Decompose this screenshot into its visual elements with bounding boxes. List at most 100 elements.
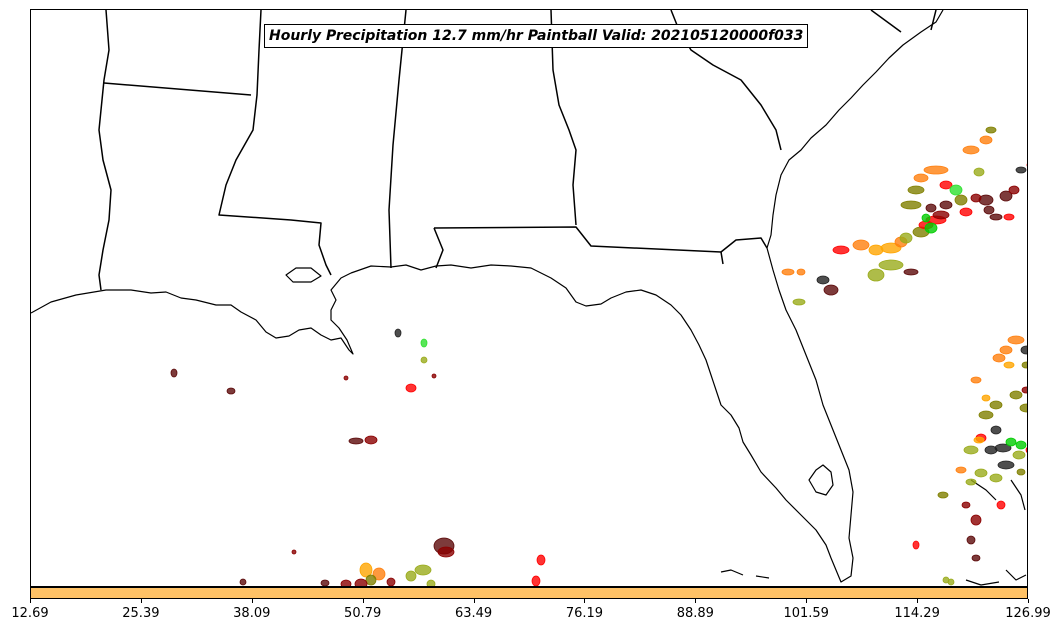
precip-blob (386, 577, 396, 586)
precip-blob (372, 567, 386, 581)
precip-blob (996, 500, 1006, 510)
precip-blob (1020, 345, 1027, 355)
precip-blob (921, 213, 931, 223)
precip-blob (1021, 361, 1027, 369)
colorbar-tick-label: 126.99 (1005, 606, 1051, 621)
lake-pontchartrain (285, 267, 322, 283)
precip-blob (899, 232, 913, 244)
colorbar-tick-label: 12.69 (11, 606, 49, 621)
precip-blob (959, 207, 973, 217)
precip-blob (912, 540, 920, 550)
state-borders (98, 10, 937, 291)
precip-blob (913, 173, 929, 183)
precip-blob (999, 190, 1013, 202)
colorbar-tick-mark (1028, 599, 1029, 603)
map-panel: Hourly Precipitation 12.7 mm/hr Paintbal… (30, 9, 1028, 587)
colorbar-tick-label: 101.59 (783, 606, 829, 621)
precip-blob (989, 473, 1003, 483)
precip-blob (1009, 390, 1023, 400)
precip-blob (348, 437, 364, 445)
precip-blob (1003, 361, 1015, 369)
precip-blob (979, 135, 993, 145)
precip-blob (939, 180, 953, 190)
colorbar-tick-mark (695, 599, 697, 603)
precip-blob (985, 126, 997, 134)
precip-blob (405, 570, 417, 582)
precip-blob (880, 242, 902, 254)
precip-blob (1021, 386, 1027, 394)
precip-blob (994, 443, 1012, 453)
precip-blob (420, 356, 428, 364)
precip-blob (923, 165, 949, 175)
map-title: Hourly Precipitation 12.7 mm/hr Paintbal… (264, 24, 809, 48)
precip-blob (949, 184, 963, 196)
precip-blob (989, 213, 1003, 221)
precip-blob (954, 194, 968, 206)
precip-blob (823, 284, 839, 296)
precip-blob (970, 376, 982, 384)
precip-blob (937, 491, 949, 499)
colorbar-tick-label: 38.09 (233, 606, 271, 621)
precip-blob (989, 400, 1003, 410)
precip-blob (978, 410, 994, 420)
precip-blob (997, 460, 1015, 470)
precip-blob (1015, 440, 1027, 450)
precip-blob (983, 205, 995, 215)
georgia-florida-border (720, 237, 768, 253)
precip-blob (900, 200, 922, 210)
colorbar-tick-label: 50.79 (344, 606, 382, 621)
precip-blob (420, 338, 428, 348)
atlantic-coastline (766, 10, 944, 249)
precip-blob (536, 554, 546, 566)
precip-blob (1025, 447, 1027, 453)
precip-blob (291, 549, 297, 555)
precip-blob (426, 579, 436, 586)
arkansas-louisiana-border (103, 82, 252, 96)
colorbar-tick-label: 63.49 (454, 606, 493, 621)
colorbar-tick-mark (584, 599, 586, 603)
precip-blob (340, 579, 352, 586)
precip-blob (981, 394, 991, 402)
precipitation-paintballs (170, 126, 1027, 586)
colorbar (30, 587, 1028, 599)
colorbar-tick-label: 25.39 (122, 606, 160, 621)
precip-blob (1005, 437, 1017, 447)
precip-blob (354, 578, 368, 586)
precip-blob (1015, 166, 1027, 174)
precip-blob (939, 200, 953, 210)
precip-blob (961, 501, 971, 509)
alabama-georgia-border (550, 10, 577, 226)
precip-blob (364, 435, 378, 445)
precip-blob (365, 574, 377, 586)
colorbar-tick-mark (917, 599, 919, 603)
colorbar-tick-mark (30, 599, 31, 603)
precip-blob (973, 436, 985, 444)
precip-blob (781, 268, 795, 276)
texas-louisiana-coastline (31, 272, 354, 355)
precip-blob (320, 579, 330, 586)
precip-blob (170, 368, 178, 378)
precip-blob (437, 546, 455, 558)
precip-blob (832, 245, 850, 255)
precip-blob (405, 383, 417, 393)
mississippi-alabama-border (388, 10, 407, 269)
precip-blob (878, 259, 904, 271)
precip-blob (1026, 163, 1027, 167)
precip-blob (394, 328, 402, 338)
colorbar-tick-mark (251, 599, 253, 603)
precip-blob (796, 268, 806, 276)
texas-louisiana-border (98, 10, 112, 291)
precip-blob (992, 353, 1006, 363)
precip-blob (973, 167, 985, 177)
florida-panhandle-border (433, 226, 724, 269)
map-canvas (31, 10, 1027, 586)
colorbar-tick-mark (806, 599, 808, 603)
precip-blob (1008, 185, 1020, 195)
precip-blob (1012, 450, 1026, 460)
precip-blob (903, 268, 919, 276)
keys (720, 569, 770, 579)
colorbar-tick-mark (473, 599, 475, 603)
precip-blob (343, 375, 349, 381)
precip-blob (999, 345, 1013, 355)
precip-blob (359, 562, 373, 578)
